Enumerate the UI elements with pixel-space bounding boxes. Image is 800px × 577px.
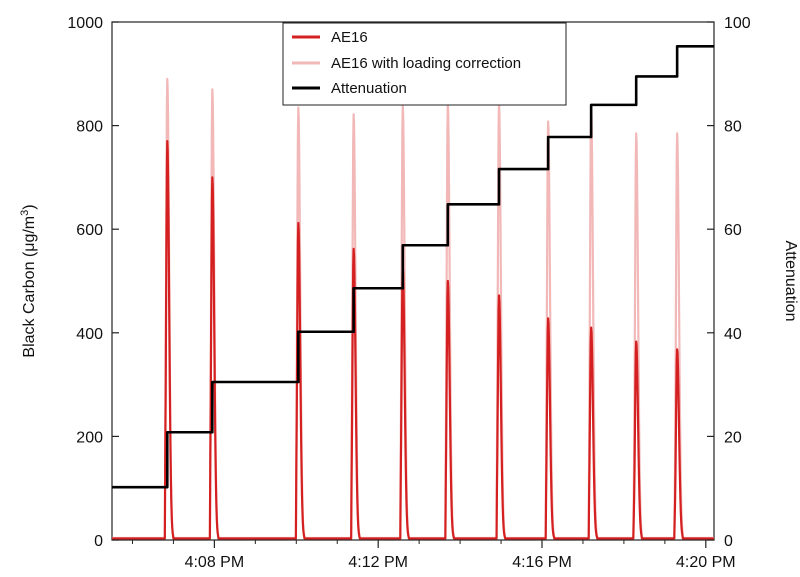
- y-left-tick-label: 800: [76, 119, 103, 136]
- y-left-tick-label: 400: [76, 326, 103, 343]
- series-line-attenuation: [112, 45, 714, 489]
- legend-label-attenuation: Attenuation: [331, 80, 407, 97]
- series-line-ae16: [111, 140, 715, 540]
- y-right-tick-label: 20: [724, 429, 742, 446]
- y-left-axis-title: Black Carbon (μg/m3): [19, 204, 38, 357]
- y-left-title-exponent: 3: [19, 210, 31, 216]
- y-left-title-prefix: Black Carbon (: [21, 251, 38, 357]
- y-left-title-suffix: ): [21, 204, 38, 209]
- y-left-title-unit: μg/m: [21, 216, 38, 252]
- y-left-tick-label: 200: [76, 429, 103, 446]
- axes-layer: 0 200 400 600 800 1000 0 20 40 60 80 100 4:08 PM 4:12…: [67, 15, 750, 571]
- x-tick-label: 4:12 PM: [348, 554, 408, 571]
- y-right-tick-label: 80: [724, 119, 742, 136]
- y-left-tick-label: 600: [76, 222, 103, 239]
- y-right-axis-title: Attenuation: [782, 241, 799, 322]
- series-layer: [111, 45, 715, 540]
- y-left-tick-label: 1000: [67, 15, 103, 32]
- legend-box: [282, 22, 567, 106]
- x-tick-label: 4:16 PM: [512, 554, 572, 571]
- legend-label-ae16: AE16: [331, 29, 368, 46]
- y-right-tick-label: 60: [724, 222, 742, 239]
- legend: AE16 AE16 with loading correction Attenu…: [282, 22, 567, 106]
- y-left-tick-label: 0: [94, 533, 103, 550]
- legend-label-loading-correction: AE16 with loading correction: [331, 55, 521, 72]
- x-tick-label: 4:08 PM: [185, 554, 245, 571]
- y-right-tick-label: 100: [724, 15, 751, 32]
- x-tick-label: 4:20 PM: [676, 554, 736, 571]
- y-right-tick-label: 0: [724, 533, 733, 550]
- y-right-tick-label: 40: [724, 326, 742, 343]
